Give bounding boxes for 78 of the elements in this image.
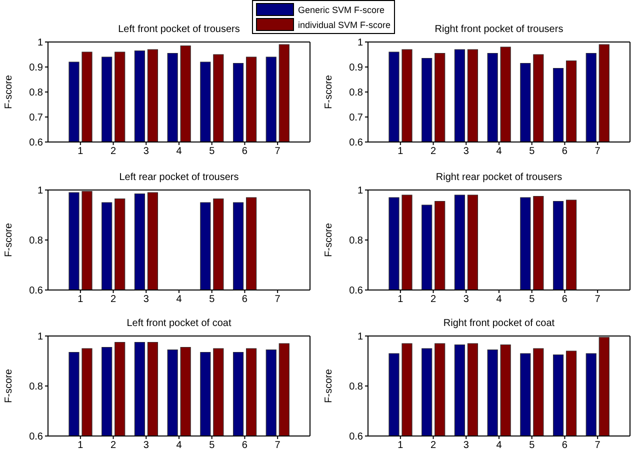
x-tick-label: 3	[463, 146, 470, 158]
y-tick-label: 1	[357, 38, 364, 49]
x-tick-label: 1	[78, 440, 84, 452]
y-axis-title: F-score	[4, 74, 15, 109]
y-tick-label: 0.6	[29, 432, 44, 443]
chart-title: Right rear pocket of trousers	[434, 172, 564, 183]
y-tick-label: 0.6	[349, 286, 364, 297]
x-tick-label: 1	[398, 440, 404, 452]
y-tick-label: 1	[37, 186, 44, 197]
x-tick-label: 6	[242, 440, 248, 452]
y-axis-title: F-score	[324, 222, 335, 257]
y-tick-label: 0.7	[349, 112, 364, 124]
y-tick-label: 0.6	[349, 432, 364, 443]
y-tick-label: 1	[37, 38, 44, 49]
y-tick-label: 0.6	[29, 138, 44, 149]
x-tick-label: 2	[110, 146, 117, 158]
x-tick-label: 5	[209, 440, 216, 452]
x-tick-label: 3	[463, 294, 470, 306]
x-tick-label: 3	[143, 440, 150, 452]
y-tick-label: 0.6	[349, 138, 364, 149]
y-tick-label: 0.6	[29, 286, 44, 297]
chart-title: Left front pocket of coat	[126, 318, 232, 329]
y-tick-label: 0.9	[29, 62, 44, 74]
x-tick-label: 4	[496, 440, 502, 452]
x-tick-label: 6	[562, 294, 568, 306]
y-tick-label: 1	[357, 332, 364, 343]
x-tick-label: 1	[398, 146, 404, 158]
x-tick-label: 6	[562, 440, 568, 452]
x-tick-label: 2	[430, 440, 437, 452]
x-tick-label: 2	[110, 440, 117, 452]
legend-label: Generic SVM F-score	[298, 4, 385, 14]
y-tick-label: 1	[37, 332, 44, 343]
x-tick-label: 7	[594, 294, 601, 306]
x-tick-label: 5	[209, 146, 216, 158]
x-tick-label: 4	[496, 146, 502, 158]
y-tick-label: 1	[357, 186, 364, 197]
x-tick-label: 1	[78, 294, 84, 306]
x-tick-label: 7	[274, 440, 281, 452]
y-axis-title: F-score	[324, 74, 335, 109]
y-tick-label: 0.8	[349, 88, 364, 99]
y-tick-label: 0.8	[29, 236, 44, 247]
y-axis-title: F-score	[324, 368, 335, 403]
x-tick-label: 4	[176, 440, 182, 452]
chart-title: Right front pocket of trousers	[434, 24, 564, 35]
x-tick-label: 3	[143, 294, 150, 306]
x-tick-label: 5	[529, 146, 536, 158]
x-tick-label: 6	[562, 146, 568, 158]
x-tick-label: 4	[176, 294, 182, 306]
x-tick-label: 7	[274, 294, 281, 306]
y-tick-label: 0.9	[349, 62, 364, 74]
y-tick-label: 0.8	[349, 382, 364, 393]
legend-label: individual SVM F-score	[298, 20, 391, 30]
x-tick-label: 2	[110, 294, 117, 306]
chart-title: Left rear pocket of trousers	[118, 172, 240, 183]
chart-title: Right front pocket of coat	[442, 318, 556, 329]
x-tick-label: 7	[594, 440, 601, 452]
x-tick-label: 4	[176, 146, 182, 158]
y-tick-label: 0.8	[29, 88, 44, 99]
x-tick-label: 2	[430, 294, 437, 306]
x-tick-label: 6	[242, 146, 248, 158]
chart-title: Left front pocket of trousers	[118, 24, 240, 35]
x-tick-label: 7	[274, 146, 281, 158]
x-tick-label: 3	[463, 440, 470, 452]
x-tick-label: 1	[78, 146, 84, 158]
y-tick-label: 0.7	[29, 112, 44, 124]
x-tick-label: 1	[398, 294, 404, 306]
x-tick-label: 5	[529, 440, 536, 452]
x-tick-label: 6	[242, 294, 248, 306]
x-tick-label: 3	[143, 146, 150, 158]
y-axis-title: F-score	[4, 222, 15, 257]
y-axis-title: F-score	[4, 368, 15, 403]
x-tick-label: 5	[209, 294, 216, 306]
y-tick-label: 0.8	[349, 236, 364, 247]
x-tick-label: 5	[529, 294, 536, 306]
x-tick-label: 7	[594, 146, 601, 158]
x-tick-label: 4	[496, 294, 502, 306]
x-tick-label: 2	[430, 146, 437, 158]
y-tick-label: 0.8	[29, 382, 44, 393]
